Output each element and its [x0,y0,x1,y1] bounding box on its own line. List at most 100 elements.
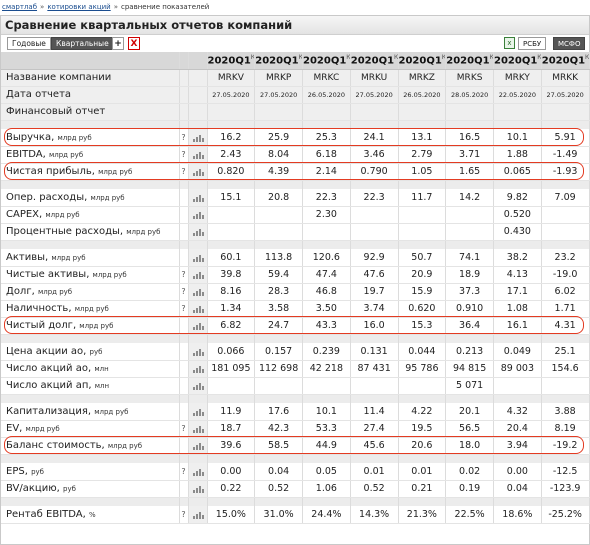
report-link[interactable] [207,103,256,121]
bar-chart-icon[interactable] [192,226,205,237]
remove-company-button[interactable]: X [128,37,140,50]
bar-chart-icon[interactable] [192,483,205,494]
period-header[interactable]: 2020Q1К [493,52,542,70]
bar-chart-icon[interactable] [192,509,205,519]
report-link[interactable] [445,103,494,121]
period-header[interactable]: 2020Q1К [350,52,399,70]
metric-name[interactable]: Число акций ап, млн [1,377,180,395]
metric-name[interactable]: Капитализация, млрд руб [1,403,180,421]
breadcrumb-quotes-link[interactable]: котировки акций [47,3,111,11]
metric-name[interactable]: EPS, руб [1,463,180,481]
chart-cell[interactable] [188,249,208,267]
remove-period-mark[interactable]: К [298,54,303,62]
bar-chart-icon[interactable] [192,132,205,142]
chart-cell[interactable] [188,163,208,181]
metric-name[interactable]: Опер. расходы, млрд руб [1,189,180,207]
bar-chart-icon[interactable] [192,346,205,356]
metric-name[interactable]: Долг, млрд руб [1,283,180,301]
remove-period-mark[interactable]: К [250,54,255,62]
bar-chart-icon[interactable] [192,269,205,280]
breadcrumb-smartlab-link[interactable]: смартлаб [2,3,38,11]
help-icon[interactable]: ? [179,129,189,147]
excel-export-icon[interactable]: x [504,37,515,49]
chart-cell[interactable] [188,403,208,421]
remove-period-mark[interactable]: К [441,54,446,62]
metric-name[interactable]: BV/акцию, руб [1,480,180,498]
remove-period-mark[interactable]: К [346,54,351,62]
metric-name[interactable]: Число акций ао, млн [1,360,180,378]
help-icon[interactable]: ? [179,420,189,438]
remove-period-mark[interactable]: К [489,54,494,62]
chart-cell[interactable] [188,300,208,318]
bar-chart-icon[interactable] [192,406,205,416]
period-header[interactable]: 2020Q1К [302,52,351,70]
help-icon[interactable]: ? [179,163,189,181]
period-header[interactable]: 2020Q1К [541,52,590,70]
bar-chart-icon[interactable] [192,192,205,202]
chart-cell[interactable] [188,377,208,395]
bar-chart-icon[interactable] [192,166,205,177]
report-link[interactable] [493,103,542,121]
chart-cell[interactable] [188,360,208,378]
metric-name[interactable]: Цена акции ао, руб [1,343,180,361]
help-icon[interactable]: ? [179,146,189,164]
remove-period-mark[interactable]: К [537,54,542,62]
remove-period-mark[interactable]: К [585,54,589,62]
help-icon[interactable]: ? [179,300,189,318]
chart-cell[interactable] [188,283,208,301]
bar-chart-icon[interactable] [192,466,205,476]
tab-quarterly[interactable]: Квартальные [51,37,114,50]
period-header[interactable]: 2020Q1К [254,52,303,70]
chart-cell[interactable] [188,223,208,241]
chart-cell[interactable] [188,266,208,284]
chart-cell[interactable] [188,506,208,524]
bar-chart-icon[interactable] [192,252,205,262]
add-company-button[interactable]: + [112,37,124,50]
report-link[interactable] [254,103,303,121]
bar-chart-icon[interactable] [192,363,205,374]
bar-chart-icon[interactable] [192,149,205,160]
metric-name[interactable]: EV, млрд руб [1,420,180,438]
period-header[interactable]: 2020Q1К [207,52,256,70]
chart-cell[interactable] [188,463,208,481]
metric-name[interactable]: Выручка, млрд руб [1,129,180,147]
metric-name[interactable]: Наличность, млрд руб [1,300,180,318]
metric-name[interactable]: Чистый долг, млрд руб [1,317,180,335]
metric-name[interactable]: Процентные расходы, млрд руб [1,223,180,241]
standard-rsbu-button[interactable]: РСБУ [518,37,547,50]
chart-cell[interactable] [188,189,208,207]
help-icon[interactable]: ? [179,463,189,481]
help-icon[interactable]: ? [179,266,189,284]
bar-chart-icon[interactable] [192,423,205,434]
bar-chart-icon[interactable] [192,440,205,451]
chart-cell[interactable] [188,206,208,224]
metric-name[interactable]: Чистые активы, млрд руб [1,266,180,284]
report-link[interactable] [350,103,399,121]
help-icon[interactable]: ? [179,283,189,301]
bar-chart-icon[interactable] [192,320,205,331]
standard-msfo-button[interactable]: МСФО [553,37,586,50]
chart-cell[interactable] [188,343,208,361]
period-header[interactable]: 2020Q1К [445,52,494,70]
tab-annual[interactable]: Годовые [7,37,51,50]
metric-name[interactable]: Активы, млрд руб [1,249,180,267]
chart-cell[interactable] [188,317,208,335]
bar-chart-icon[interactable] [192,209,205,220]
metric-name[interactable]: CAPEX, млрд руб [1,206,180,224]
bar-chart-icon[interactable] [192,380,205,391]
metric-name[interactable]: EBITDA, млрд руб [1,146,180,164]
chart-cell[interactable] [188,480,208,498]
remove-period-mark[interactable]: К [394,54,398,62]
chart-cell[interactable] [188,146,208,164]
report-link[interactable] [541,103,590,121]
metric-name[interactable]: Рентаб EBITDA, % [1,506,180,524]
metric-name[interactable]: Баланс стоимость, млрд руб [1,437,180,455]
chart-cell[interactable] [188,437,208,455]
help-icon[interactable]: ? [179,506,189,524]
bar-chart-icon[interactable] [192,286,205,297]
chart-cell[interactable] [188,129,208,147]
report-link[interactable] [398,103,447,121]
bar-chart-icon[interactable] [192,303,205,314]
report-link[interactable] [302,103,351,121]
metric-name[interactable]: Чистая прибыль, млрд руб [1,163,180,181]
